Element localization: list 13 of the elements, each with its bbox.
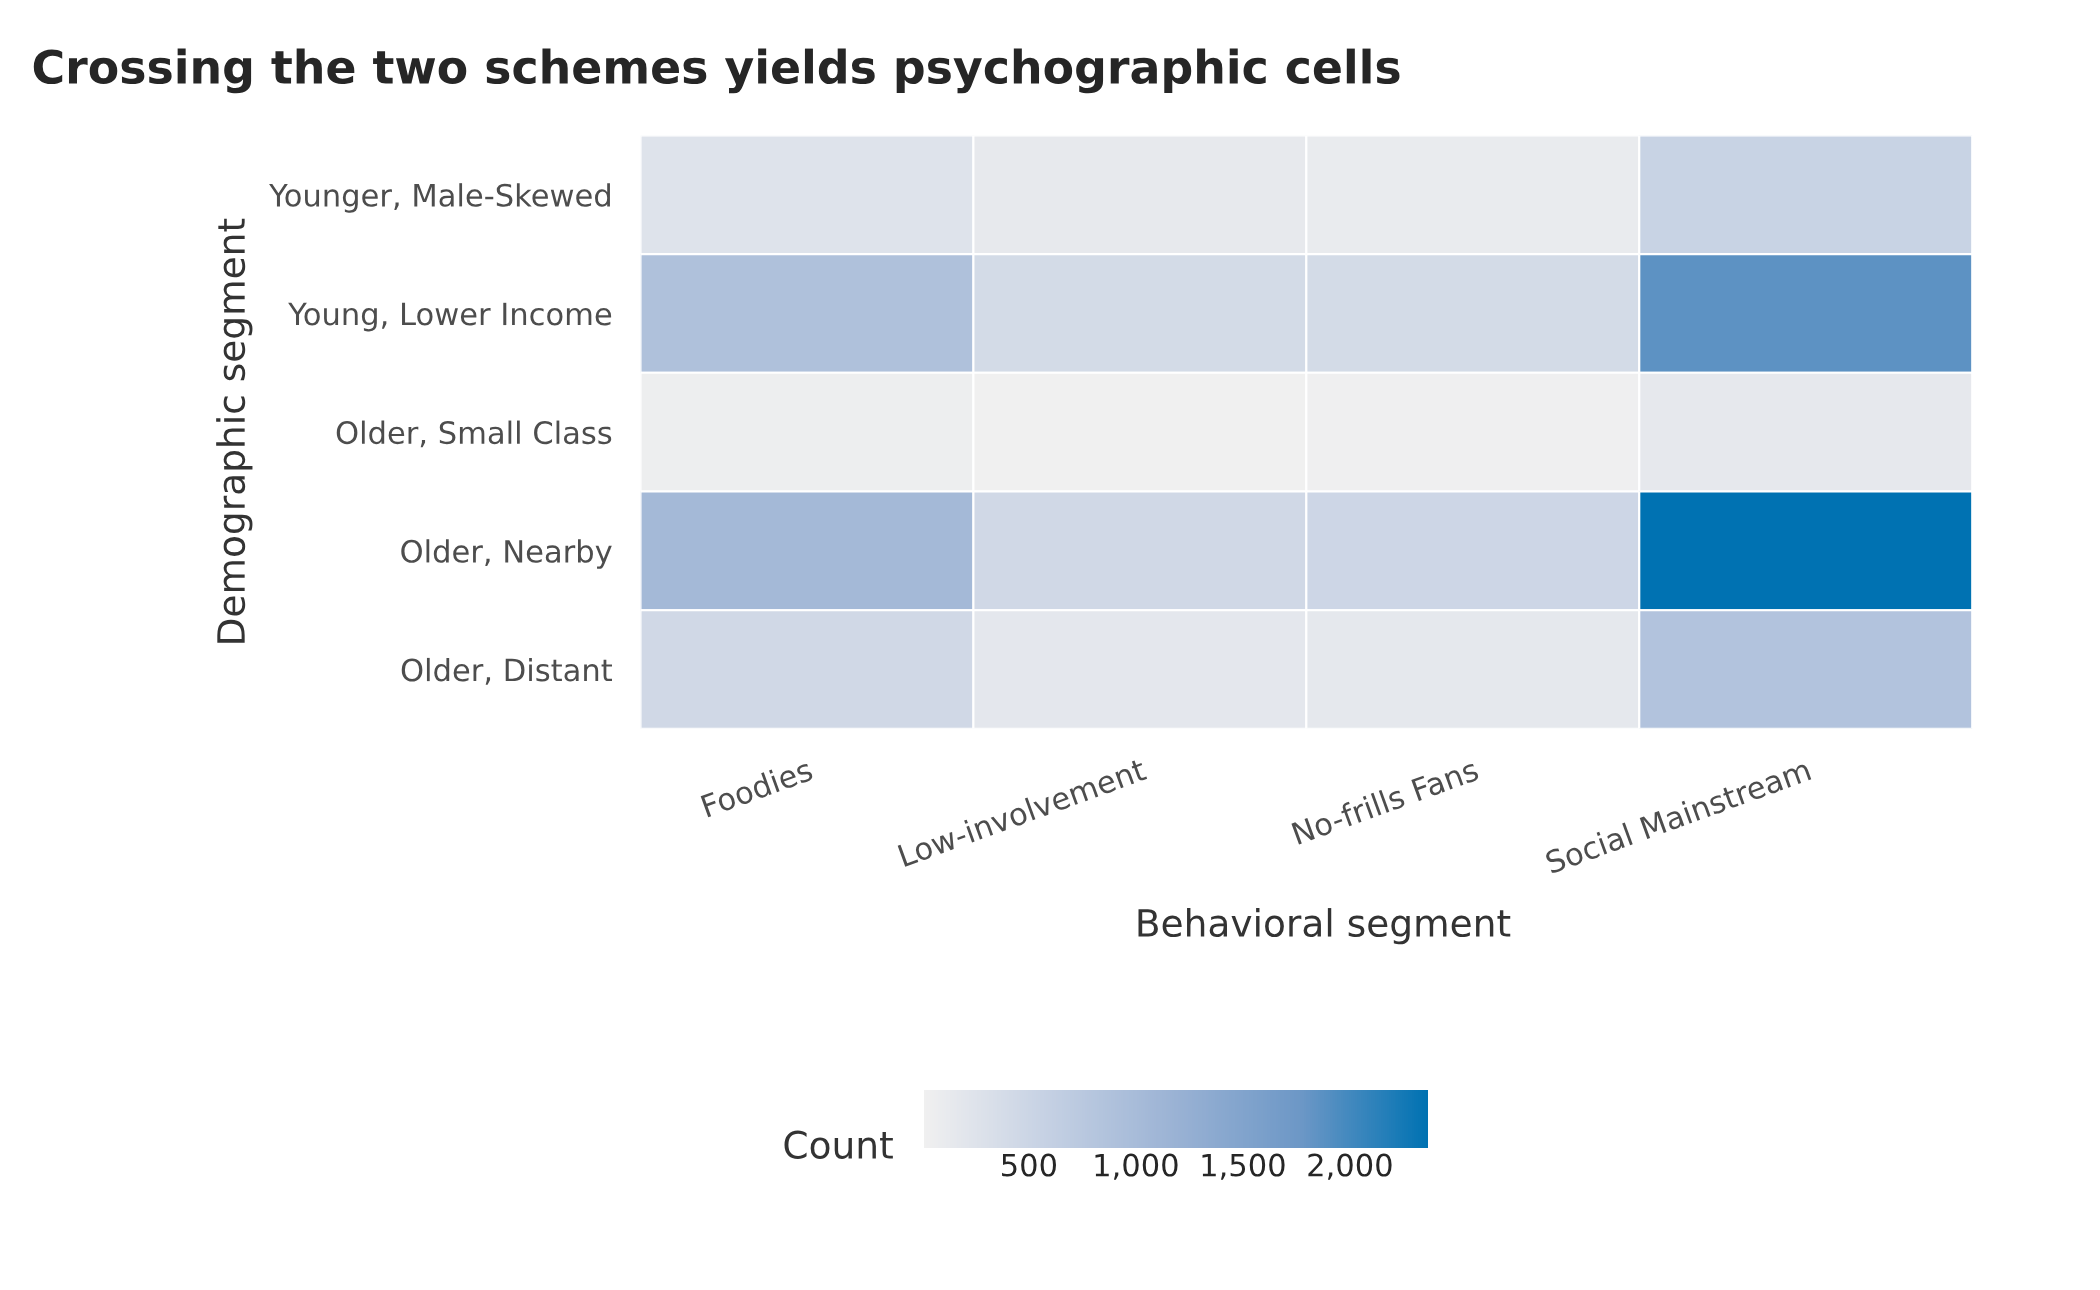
y-axis-title: Demographic segment <box>216 218 253 643</box>
color-bar-label: 500 <box>1002 1153 1056 1177</box>
y-tick-label: Young, Lower Income <box>288 302 612 332</box>
y-tick-label: Younger, Male-Skewed <box>269 183 610 213</box>
color-bar-label: 1,000 <box>1095 1153 1178 1180</box>
color-bar-title: Count <box>784 1130 893 1159</box>
y-tick-label: Older, Distant <box>401 657 612 685</box>
color-bar-label: 2,000 <box>1308 1153 1392 1180</box>
y-tick-label: Older, Small Class <box>336 420 612 448</box>
color-bar-label: 1,500 <box>1202 1153 1285 1180</box>
chart-title: Crossing the two schemes yields psychographic cells <box>33 48 1400 94</box>
x-axis-title: Behavioral segment <box>1138 908 1511 945</box>
y-tick-label: Older, Nearby <box>401 539 612 569</box>
